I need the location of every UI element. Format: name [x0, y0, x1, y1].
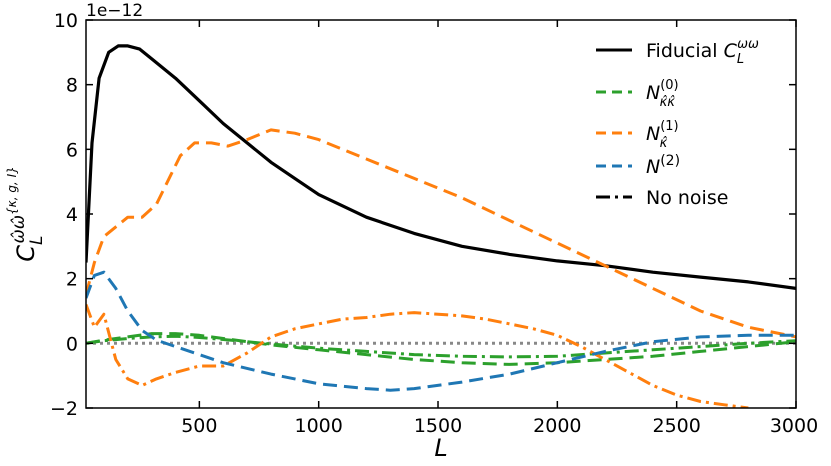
y-axis-label: CLω̂ω̂{κ, g, I} — [5, 166, 47, 262]
x-tick-label: 500 — [181, 415, 217, 437]
legend-label: N(1) κ̂ — [646, 119, 679, 151]
y-tick-label: 10 — [54, 10, 78, 32]
series-line-fiducial-c-l- — [86, 44, 796, 290]
series-line-n-2- — [86, 270, 796, 392]
legend-label: Fiducial CLωω — [646, 37, 759, 67]
series-line-n-1-dashed- — [86, 128, 796, 339]
x-axis-label: L — [434, 434, 447, 462]
legend-label: No noise — [646, 187, 728, 209]
x-tick-label: 1500 — [414, 415, 462, 437]
series-line-n-0-dash-dot- — [86, 334, 796, 359]
plot-frame — [85, 19, 797, 409]
y-tick-label: 4 — [66, 204, 78, 226]
y-tick-label: −2 — [50, 398, 78, 420]
legend: Fiducial CLωω N(0) κ̂κ̂ N(1) κ̂N(2) No noise — [596, 37, 759, 209]
series-layer — [86, 44, 796, 408]
ticks-layer: 500 1000 1500 2000 2500 3000 −2 0 2 4 6 8 10 — [50, 10, 818, 437]
y-tick-label: 6 — [66, 139, 78, 161]
legend-label: N(2) — [646, 153, 680, 178]
legend-entry: No noise — [596, 187, 728, 209]
x-tick-label: 2000 — [533, 415, 581, 437]
y-offset-label: 1e−12 — [86, 1, 143, 21]
legend-label: N(0) κ̂κ̂ — [646, 78, 679, 110]
x-tick-label: 2500 — [652, 415, 700, 437]
legend-entry: Fiducial CLωω — [596, 37, 759, 67]
series-line-n-0-dashed- — [86, 332, 796, 366]
y-tick-label: 8 — [66, 75, 78, 97]
y-tick-label: 2 — [66, 269, 78, 291]
y-tick-label: 0 — [66, 333, 78, 355]
x-tick-label: 1000 — [295, 415, 343, 437]
legend-entry: N(1) κ̂ — [596, 119, 679, 151]
series-line-n-1-dash-dot- — [86, 303, 749, 408]
legend-entry: N(0) κ̂κ̂ — [596, 78, 679, 110]
legend-entry: N(2) — [596, 153, 680, 178]
x-tick-label: 3000 — [770, 415, 818, 437]
